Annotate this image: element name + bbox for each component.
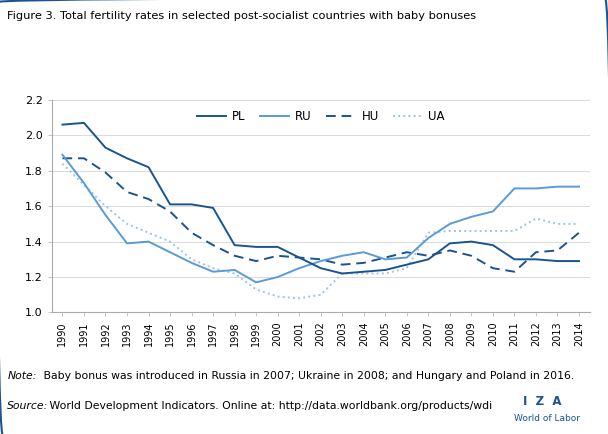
Text: I  Z  A: I Z A — [523, 395, 561, 408]
Legend: PL, RU, HU, UA: PL, RU, HU, UA — [192, 106, 449, 128]
Text: Figure 3. Total fertility rates in selected post-socialist countries with baby b: Figure 3. Total fertility rates in selec… — [7, 11, 477, 21]
Text: World of Labor: World of Labor — [514, 414, 580, 424]
Text: World Development Indicators. Online at: http://data.worldbank.org/products/wdi: World Development Indicators. Online at:… — [46, 401, 492, 411]
Text: Baby bonus was introduced in Russia in 2007; Ukraine in 2008; and Hungary and Po: Baby bonus was introduced in Russia in 2… — [40, 371, 574, 381]
Text: Source:: Source: — [7, 401, 49, 411]
Text: Note:: Note: — [7, 371, 36, 381]
